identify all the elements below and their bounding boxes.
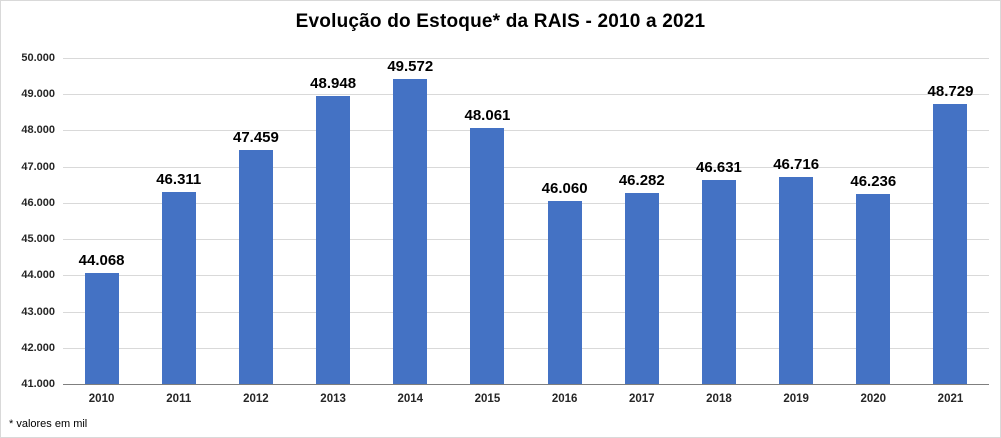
x-tick-label: 2021: [937, 393, 964, 405]
bar-value-label: 48.061: [464, 107, 511, 125]
x-tick-label: 2017: [628, 393, 655, 405]
x-tick-label: 2016: [551, 393, 578, 405]
bar: [624, 192, 659, 384]
bar-column: 46.311: [140, 58, 217, 384]
x-tick-label: 2018: [706, 393, 732, 405]
bar-value-label: 49.572: [387, 58, 434, 75]
bar-value-label: 46.311: [156, 170, 202, 188]
gridline: [63, 130, 989, 132]
bar-column: 48.948: [295, 58, 372, 384]
bar-column: 46.282: [603, 58, 680, 384]
gridline: [63, 275, 989, 277]
x-tick-label: 2015: [474, 393, 501, 405]
gridline: [63, 166, 989, 168]
gridlines: [63, 58, 989, 384]
bar: [779, 176, 814, 384]
gridline: [63, 311, 989, 313]
bar-value-label: 48.948: [310, 75, 357, 93]
footnote: * valores em mil: [9, 418, 88, 430]
y-tick-label: 48.000: [21, 124, 55, 137]
bar-column: 46.236: [835, 58, 912, 384]
bar-value-label: 46.282: [618, 171, 665, 189]
y-axis: 41.000 42.000 43.000 44.000 45.000 46.000 47.0…: [1, 52, 55, 390]
y-tick-label: 45.000: [21, 233, 55, 246]
y-tick-label: 42.000: [21, 341, 55, 354]
y-tick-label: 46.000: [21, 196, 55, 209]
x-tick-label: 2013: [320, 393, 346, 405]
y-tick-label: 44.000: [21, 269, 55, 282]
bar: [470, 128, 505, 384]
bar: [933, 104, 968, 384]
bars: 44.068 46.311 47.459 48.948 49.572 48.061 46.0…: [63, 58, 989, 384]
bar: [393, 79, 428, 384]
bar-column: 49.572: [372, 58, 449, 384]
bar-value-label: 44.068: [78, 251, 125, 269]
bar-column: 48.061: [449, 58, 526, 384]
bar-value-label: 47.459: [232, 129, 279, 147]
bar-value-label: 46.631: [696, 159, 742, 177]
y-tick-label: 50.000: [21, 52, 55, 64]
bar-column: 47.459: [217, 58, 294, 384]
bar-value-label: 46.060: [541, 179, 588, 197]
x-tick-label: 2014: [397, 393, 424, 405]
gridline: [63, 94, 989, 96]
bar-column: 46.716: [758, 58, 835, 384]
bar: [316, 96, 351, 384]
bar-column: 44.068: [63, 58, 140, 384]
y-tick-label: 41.000: [21, 378, 55, 390]
bar-column: 46.060: [526, 58, 603, 384]
y-tick-label: 43.000: [21, 305, 55, 318]
gridline: [63, 239, 989, 241]
y-tick-label: 47.000: [21, 160, 55, 173]
x-tick-label: 2012: [243, 393, 269, 405]
chart-title: Evolução do Estoque* da RAIS - 2010 a 20…: [295, 11, 706, 32]
bar-column: 48.729: [912, 58, 989, 384]
gridline: [63, 58, 989, 59]
plot-area: 44.068 46.311 47.459 48.948 49.572 48.061 46.0…: [63, 58, 989, 385]
x-axis: 2010 2011 2012 2013 2014 2015 2016 2017 2018 2019…: [63, 393, 989, 405]
bar-column: 46.631: [680, 58, 757, 384]
bar: [161, 191, 196, 384]
bar: [856, 194, 891, 384]
bar: [547, 200, 582, 384]
gridline: [63, 202, 989, 204]
bar-value-label: 48.729: [927, 83, 974, 101]
bar-value-label: 46.716: [773, 155, 820, 173]
x-tick-label: 2019: [783, 393, 809, 405]
bar: [84, 272, 119, 384]
x-tick-label: 2011: [166, 393, 192, 405]
bar-value-label: 46.236: [850, 173, 897, 191]
x-tick-label: 2020: [860, 393, 887, 405]
bar: [701, 180, 736, 384]
gridline: [63, 347, 989, 349]
x-tick-label: 2010: [88, 393, 115, 405]
bar: [238, 150, 273, 384]
y-tick-label: 49.000: [21, 88, 55, 101]
